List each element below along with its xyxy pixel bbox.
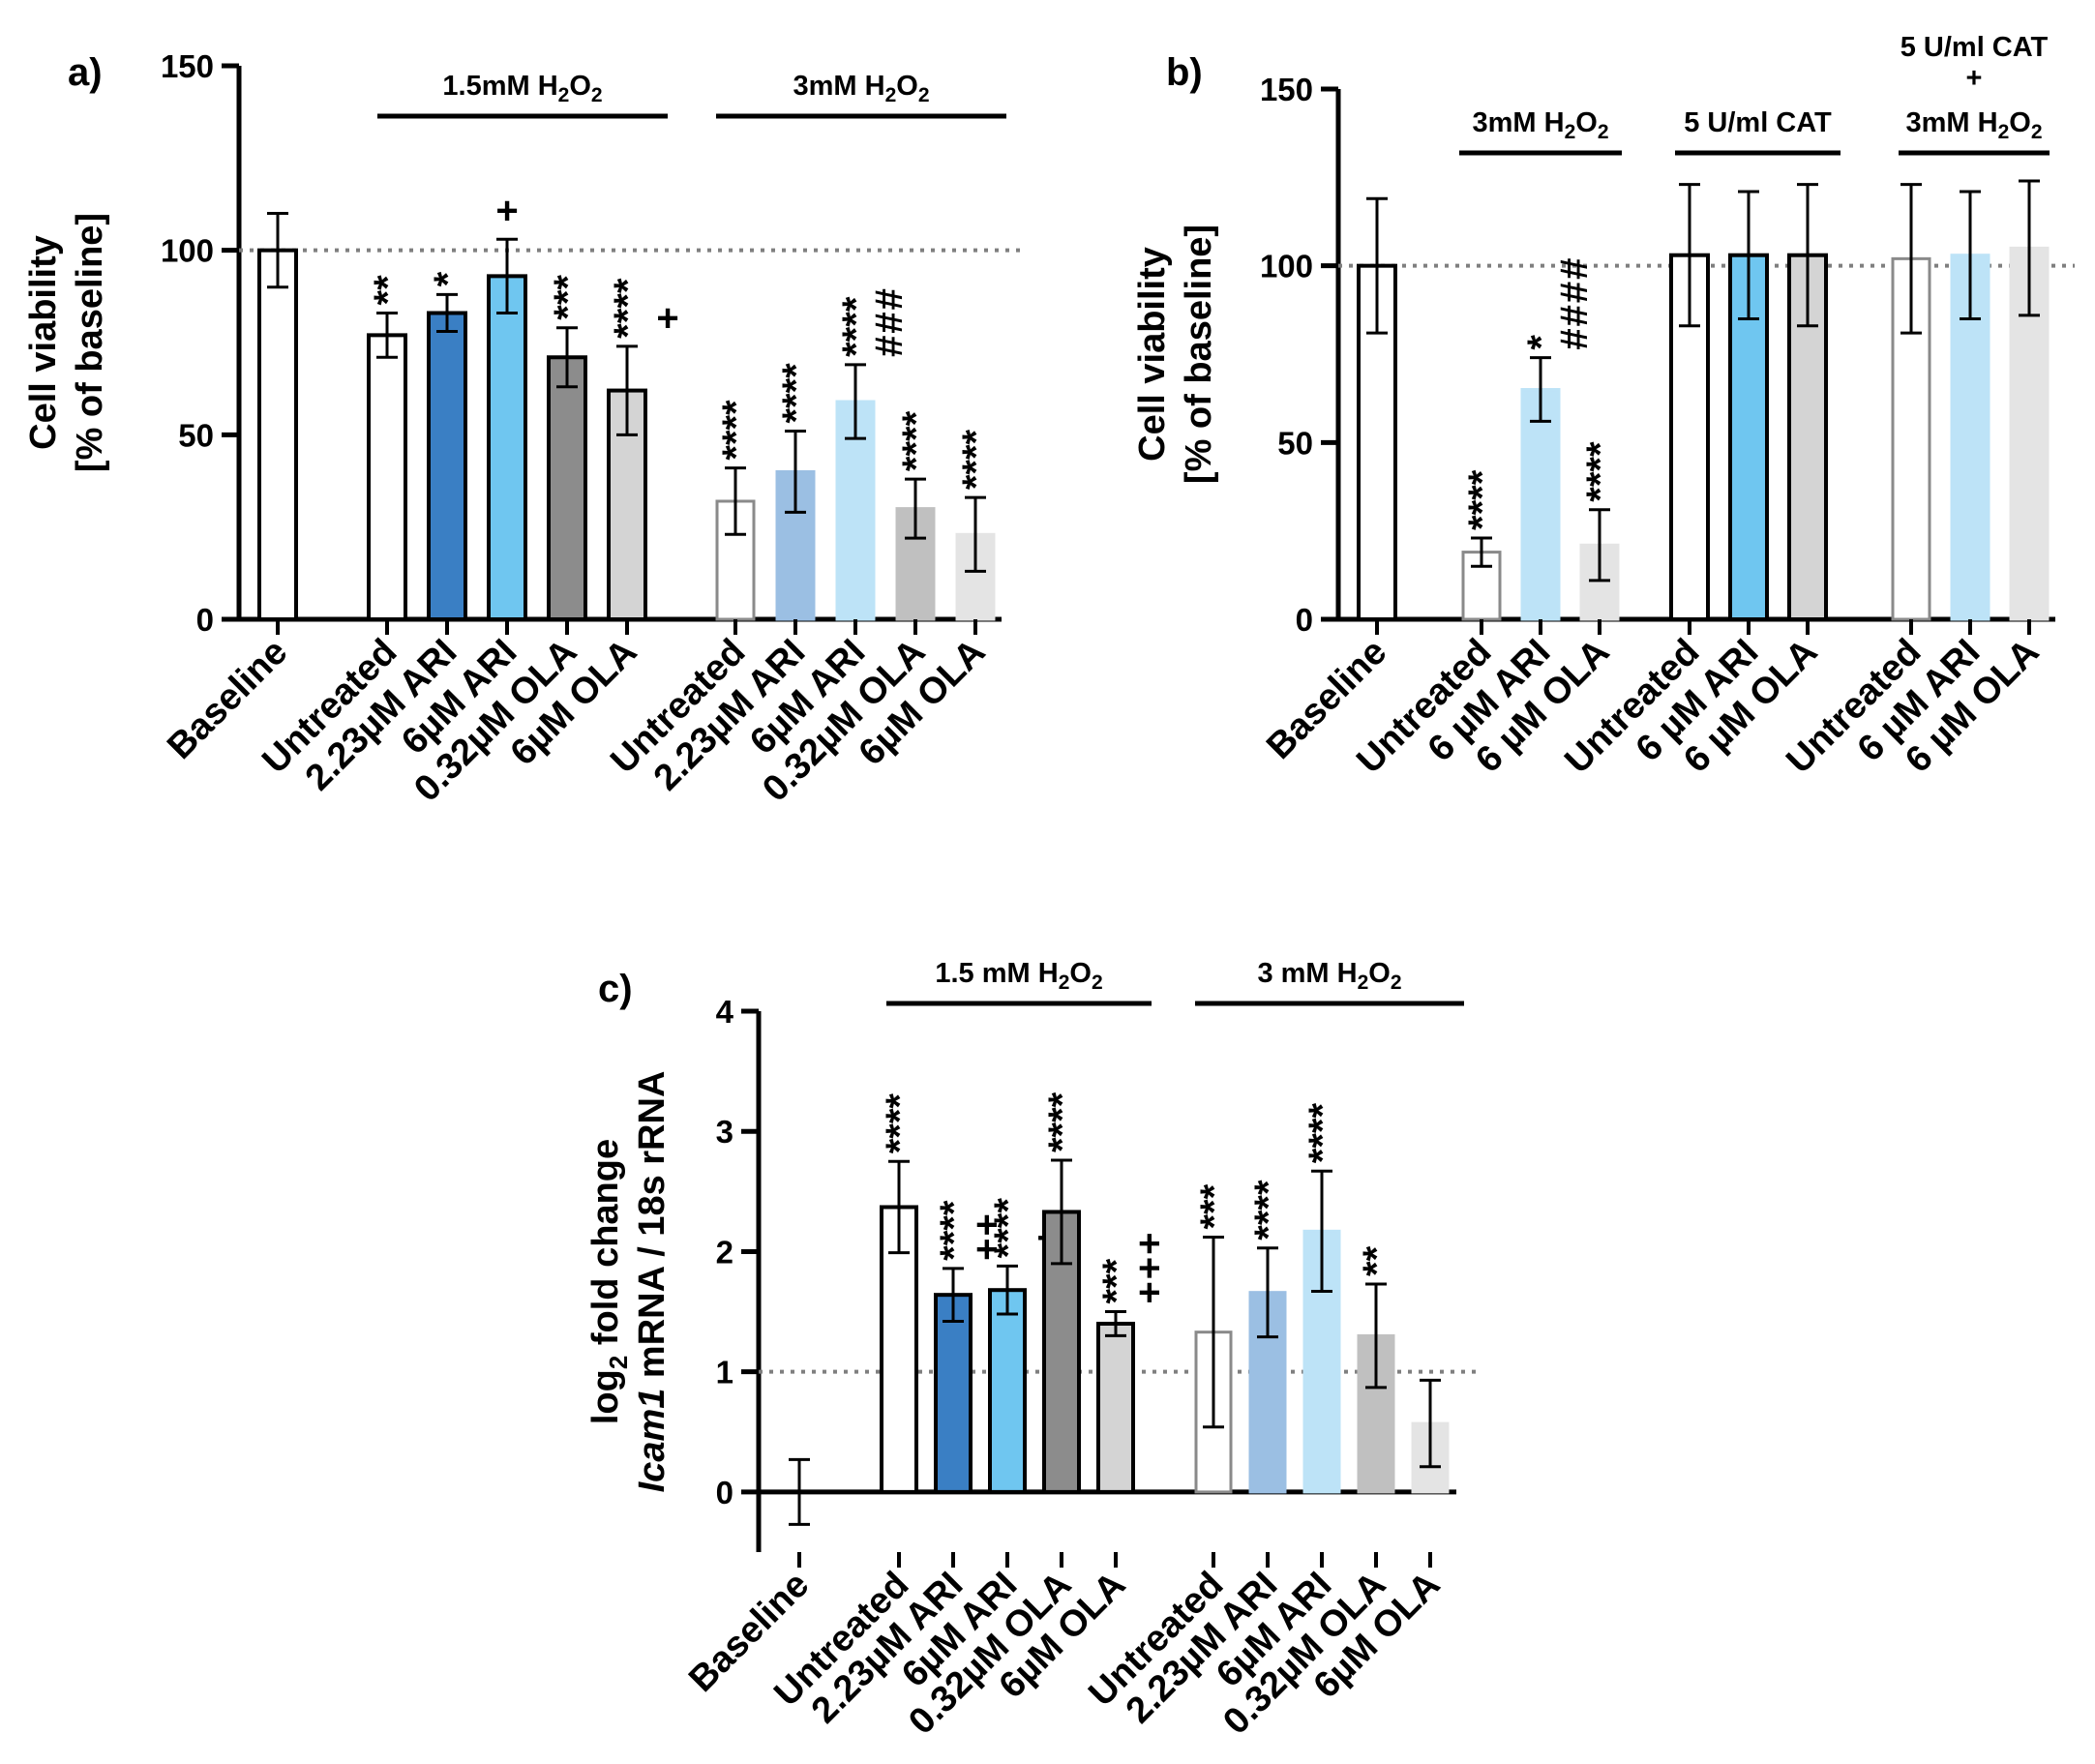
- bar: [487, 274, 527, 621]
- y-axis-label-line2: Icam1 mRNA / 18s rRNA: [632, 1071, 673, 1493]
- group-label: 1.5mM H2O2: [442, 71, 602, 106]
- bar: [367, 333, 407, 621]
- panel-label: b): [1166, 51, 1203, 94]
- significance-marker: ++: [966, 1211, 1008, 1261]
- group-label-line1: 5 U/ml CAT: [1900, 32, 2049, 63]
- group-label: 1.5 mM H2O2: [935, 958, 1102, 994]
- bar: [427, 311, 467, 621]
- y-tick-label: 0: [1296, 602, 1313, 638]
- significance-marker: +++: [1128, 1230, 1171, 1303]
- group-label: 3 mM H2O2: [1257, 958, 1401, 994]
- group-label: 3mM H2O2: [793, 71, 929, 106]
- y-tick-label: 0: [196, 602, 214, 638]
- significance-stars: *: [1520, 335, 1563, 350]
- significance-marker: +: [656, 297, 678, 340]
- significance-stars: ****: [987, 1198, 1030, 1259]
- significance-stars: ****: [933, 1200, 975, 1261]
- significance-stars: ****: [879, 1093, 921, 1154]
- panel-label: a): [68, 51, 103, 94]
- significance-stars: ***: [1095, 1258, 1138, 1303]
- significance-marker: ####: [1553, 256, 1596, 350]
- bar: [934, 1293, 973, 1494]
- bar: [1520, 388, 1561, 621]
- y-tick-label: 50: [178, 417, 214, 453]
- significance-stars: ****: [607, 278, 649, 339]
- panel-label: c): [598, 968, 633, 1010]
- y-tick-label: 100: [1260, 249, 1313, 284]
- significance-stars: ***: [547, 275, 589, 320]
- y-axis-label-line1: Cell viability: [1132, 247, 1173, 462]
- bar: [547, 355, 587, 621]
- group-label: 5 U/ml CAT: [1684, 107, 1832, 138]
- significance-stars: ****: [1041, 1091, 1084, 1152]
- significance-marker: ###: [868, 286, 911, 357]
- y-axis-label-line2: [% of baseline]: [70, 213, 110, 472]
- y-tick-label: 2: [716, 1234, 733, 1270]
- y-tick-label: 100: [161, 233, 214, 269]
- significance-stars: ****: [775, 363, 818, 424]
- significance-stars: *: [427, 271, 469, 286]
- significance-stars: ****: [715, 400, 758, 461]
- y-tick-label: 150: [161, 48, 214, 84]
- significance-stars: ****: [1302, 1103, 1344, 1164]
- significance-stars: **: [367, 275, 409, 306]
- significance-marker: +: [495, 190, 518, 232]
- bar: [1096, 1321, 1135, 1494]
- group-label-line2: +: [1966, 63, 1983, 94]
- panel-a-cell-viability-chart: a) Cell viability [% of baseline] 0 50 100 150…: [23, 48, 1021, 810]
- y-axis-label-line1: log2 fold change: [585, 1139, 633, 1424]
- group-label: 3mM H2O2: [1472, 107, 1608, 143]
- significance-stars: ****: [1247, 1180, 1290, 1241]
- significance-stars: **: [1356, 1245, 1398, 1276]
- significance-stars: ****: [835, 296, 878, 357]
- y-tick-label: 150: [1260, 72, 1313, 107]
- panel-b-catalase-viability-chart: b) Cell viability [% of baseline] 0 50 100 150…: [1132, 32, 2075, 782]
- bar: [2009, 246, 2050, 621]
- y-tick-label: 50: [1277, 425, 1313, 461]
- significance-stars: ***: [1193, 1183, 1236, 1229]
- bar: [988, 1288, 1027, 1494]
- y-axis-label-line2: [% of baseline]: [1179, 224, 1219, 484]
- y-tick-label: 4: [716, 994, 734, 1030]
- y-axis-label-line1: Cell viability: [23, 235, 64, 450]
- significance-stars: ****: [955, 429, 998, 490]
- y-tick-label: 3: [716, 1114, 733, 1150]
- significance-stars: ****: [1461, 469, 1504, 530]
- group-label-line3: 3mM H2O2: [1905, 107, 2042, 143]
- y-tick-label: 1: [716, 1355, 733, 1390]
- bar: [880, 1205, 918, 1494]
- y-tick-label: 0: [716, 1475, 733, 1510]
- significance-stars: ****: [1579, 441, 1622, 502]
- significance-stars: ****: [895, 410, 938, 471]
- bar: [257, 248, 298, 621]
